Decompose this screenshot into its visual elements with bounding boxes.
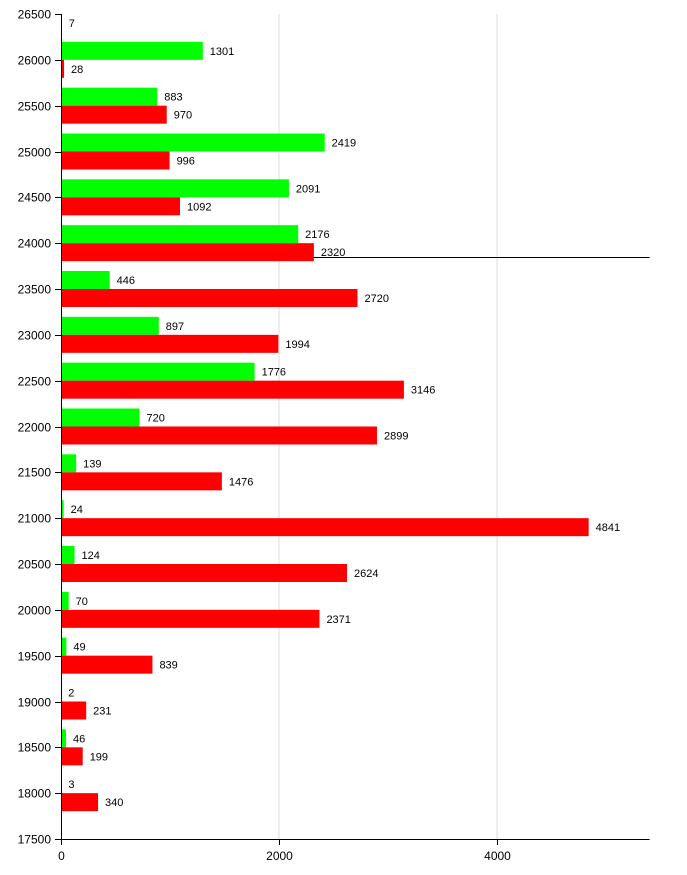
bar <box>61 87 158 106</box>
axes: 1750018000185001900019500200002050021000… <box>18 8 650 863</box>
bar <box>61 655 153 674</box>
bar <box>61 380 404 399</box>
y-tick-label: 18000 <box>18 787 52 801</box>
data-label: 897 <box>166 321 184 333</box>
bar <box>61 426 377 445</box>
x-tick-label: 4000 <box>484 849 511 863</box>
bar <box>61 41 203 60</box>
y-tick-label: 26500 <box>18 8 52 22</box>
data-label: 2371 <box>326 614 350 626</box>
data-label: 1092 <box>187 201 211 213</box>
bar <box>61 472 222 491</box>
bar <box>61 105 167 124</box>
bar <box>61 151 170 170</box>
bar <box>61 729 67 748</box>
data-label: 2624 <box>354 568 378 580</box>
data-label: 139 <box>83 458 101 470</box>
data-label: 2091 <box>296 183 320 195</box>
y-tick-label: 22000 <box>18 421 52 435</box>
bar <box>61 591 69 610</box>
bar <box>61 518 589 537</box>
data-label: 231 <box>93 706 111 718</box>
data-label: 2176 <box>305 229 329 241</box>
y-tick-label: 20000 <box>18 604 52 618</box>
bar <box>61 609 320 628</box>
y-tick-label: 21500 <box>18 466 52 480</box>
bar <box>61 59 65 78</box>
bar <box>61 701 87 720</box>
data-label: 24 <box>71 504 83 516</box>
data-label: 2419 <box>332 138 356 150</box>
data-label: 1476 <box>229 476 253 488</box>
data-label: 340 <box>105 797 123 809</box>
data-label: 1994 <box>285 339 309 351</box>
bar <box>61 793 99 812</box>
data-label: 996 <box>177 156 195 168</box>
y-tick-label: 24500 <box>18 191 52 205</box>
y-tick-label: 19500 <box>18 650 52 664</box>
data-label: 3 <box>68 779 74 791</box>
y-tick-label: 23500 <box>18 283 52 297</box>
data-label: 2320 <box>321 247 345 259</box>
data-label: 46 <box>73 733 85 745</box>
bar <box>61 133 325 152</box>
data-label: 70 <box>76 596 88 608</box>
bar <box>61 197 181 216</box>
x-tick-label: 2000 <box>266 849 293 863</box>
y-tick-label: 22500 <box>18 375 52 389</box>
data-label: 49 <box>73 642 85 654</box>
data-label: 446 <box>117 275 135 287</box>
bar <box>61 637 67 656</box>
data-label: 970 <box>174 110 192 122</box>
data-label: 3146 <box>411 385 435 397</box>
y-tick-label: 25500 <box>18 100 52 114</box>
y-tick-label: 20500 <box>18 558 52 572</box>
bar <box>61 334 279 353</box>
data-label: 2 <box>68 688 74 700</box>
y-tick-label: 26000 <box>18 54 52 68</box>
data-label: 720 <box>146 413 164 425</box>
data-label: 124 <box>82 550 100 562</box>
data-label: 883 <box>164 92 182 104</box>
bar <box>61 289 358 307</box>
data-label: 28 <box>71 64 83 76</box>
y-tick-label: 17500 <box>18 833 52 847</box>
bar <box>61 500 64 519</box>
bar <box>61 179 289 198</box>
data-label: 2899 <box>384 431 408 443</box>
bar <box>61 362 255 381</box>
data-labels: 3 340 46 199 2 231 49 839 70 2371 124 2624 24 4841 139… <box>68 18 620 809</box>
y-tick-label: 23000 <box>18 329 52 343</box>
bars <box>61 14 589 812</box>
data-label: 199 <box>90 751 108 763</box>
data-label: 7 <box>69 18 75 30</box>
data-label: 839 <box>159 660 177 672</box>
y-tick-label: 24000 <box>18 237 52 251</box>
x-tick-label: 0 <box>58 849 65 863</box>
bar <box>61 454 77 473</box>
bar <box>61 564 348 582</box>
bar <box>61 243 314 262</box>
bar <box>61 316 159 335</box>
y-tick-label: 25000 <box>18 146 52 160</box>
data-label: 1301 <box>210 46 234 58</box>
y-tick-label: 21000 <box>18 512 52 526</box>
bar <box>61 271 110 289</box>
data-label: 1776 <box>262 367 286 379</box>
bar <box>61 225 299 244</box>
bar <box>61 546 75 564</box>
data-label: 2720 <box>364 293 388 305</box>
data-label: 4841 <box>596 522 620 534</box>
y-tick-label: 18500 <box>18 741 52 755</box>
bar <box>61 408 140 427</box>
y-tick-label: 19000 <box>18 696 52 710</box>
bar <box>61 747 83 766</box>
